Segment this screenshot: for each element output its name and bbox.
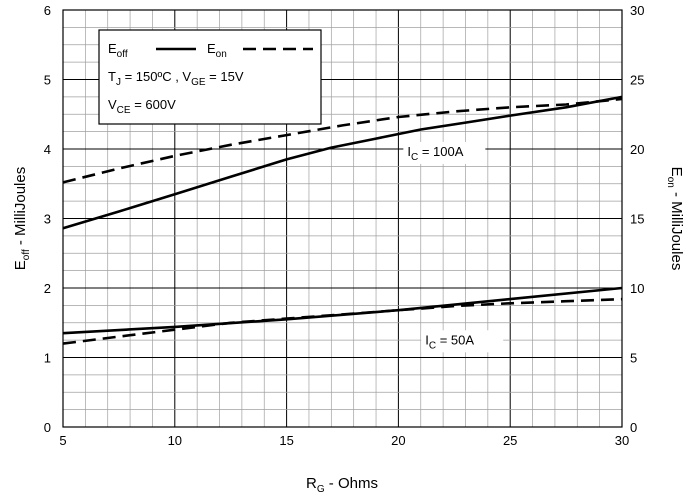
legend-eon-label: Eon <box>207 41 227 60</box>
annotation-background <box>421 330 504 353</box>
legend-box <box>98 29 322 125</box>
x-tick-label: 20 <box>391 433 405 448</box>
y-right-tick-label: 30 <box>630 3 644 18</box>
current-annotation: IC = 50A <box>425 332 474 351</box>
plot-border <box>62 9 623 428</box>
y-right-tick-label: 20 <box>630 142 644 157</box>
series-group <box>62 95 623 345</box>
y-left-tick-label: 1 <box>44 351 51 366</box>
x-tick-label: 10 <box>168 433 182 448</box>
y-left-tick-label: 5 <box>44 73 51 88</box>
series-line-1 <box>62 97 623 184</box>
x-axis-title: RG - Ohms <box>306 475 378 495</box>
y-right-tick-label: 25 <box>630 73 644 88</box>
y-right-tick-label: 5 <box>630 351 637 366</box>
series-line-0 <box>62 95 623 230</box>
x-tick-label: 25 <box>503 433 517 448</box>
legend-eoff-label: Eoff <box>108 41 128 60</box>
legend: Eoff Eon TJ = 150ºC , VGE = 15V VCE = 600V <box>98 29 322 125</box>
y-left-tick-label: 6 <box>44 3 51 18</box>
y-left-tick-label: 3 <box>44 212 51 227</box>
series-line-3 <box>62 297 623 345</box>
y-right-axis-title: Eon - MilliJoules <box>665 167 685 271</box>
y-right-tick-label: 0 <box>630 420 637 435</box>
x-tick-label: 15 <box>279 433 293 448</box>
y-left-tick-label: 0 <box>44 420 51 435</box>
plot-frame <box>62 9 623 428</box>
x-tick-label: 5 <box>59 433 66 448</box>
legend-conditions-1: TJ = 150ºC , VGE = 15V <box>108 69 244 88</box>
annotation-background <box>403 141 486 164</box>
legend-conditions-2: VCE = 600V <box>108 97 176 116</box>
axis-titles: RG - Ohms Eoff - MilliJoules Eon - MilliJo… <box>12 167 685 495</box>
x-tick-label: 30 <box>615 433 629 448</box>
y-right-tick-label: 15 <box>630 212 644 227</box>
y-left-tick-label: 4 <box>44 142 51 157</box>
current-annotation: IC = 100A <box>407 144 463 163</box>
y-left-axis-title: Eoff - MilliJoules <box>12 167 32 270</box>
series-line-2 <box>62 286 623 335</box>
y-left-tick-label: 2 <box>44 281 51 296</box>
y-right-tick-label: 10 <box>630 281 644 296</box>
annotations: IC = 100A IC = 50A <box>403 141 504 353</box>
